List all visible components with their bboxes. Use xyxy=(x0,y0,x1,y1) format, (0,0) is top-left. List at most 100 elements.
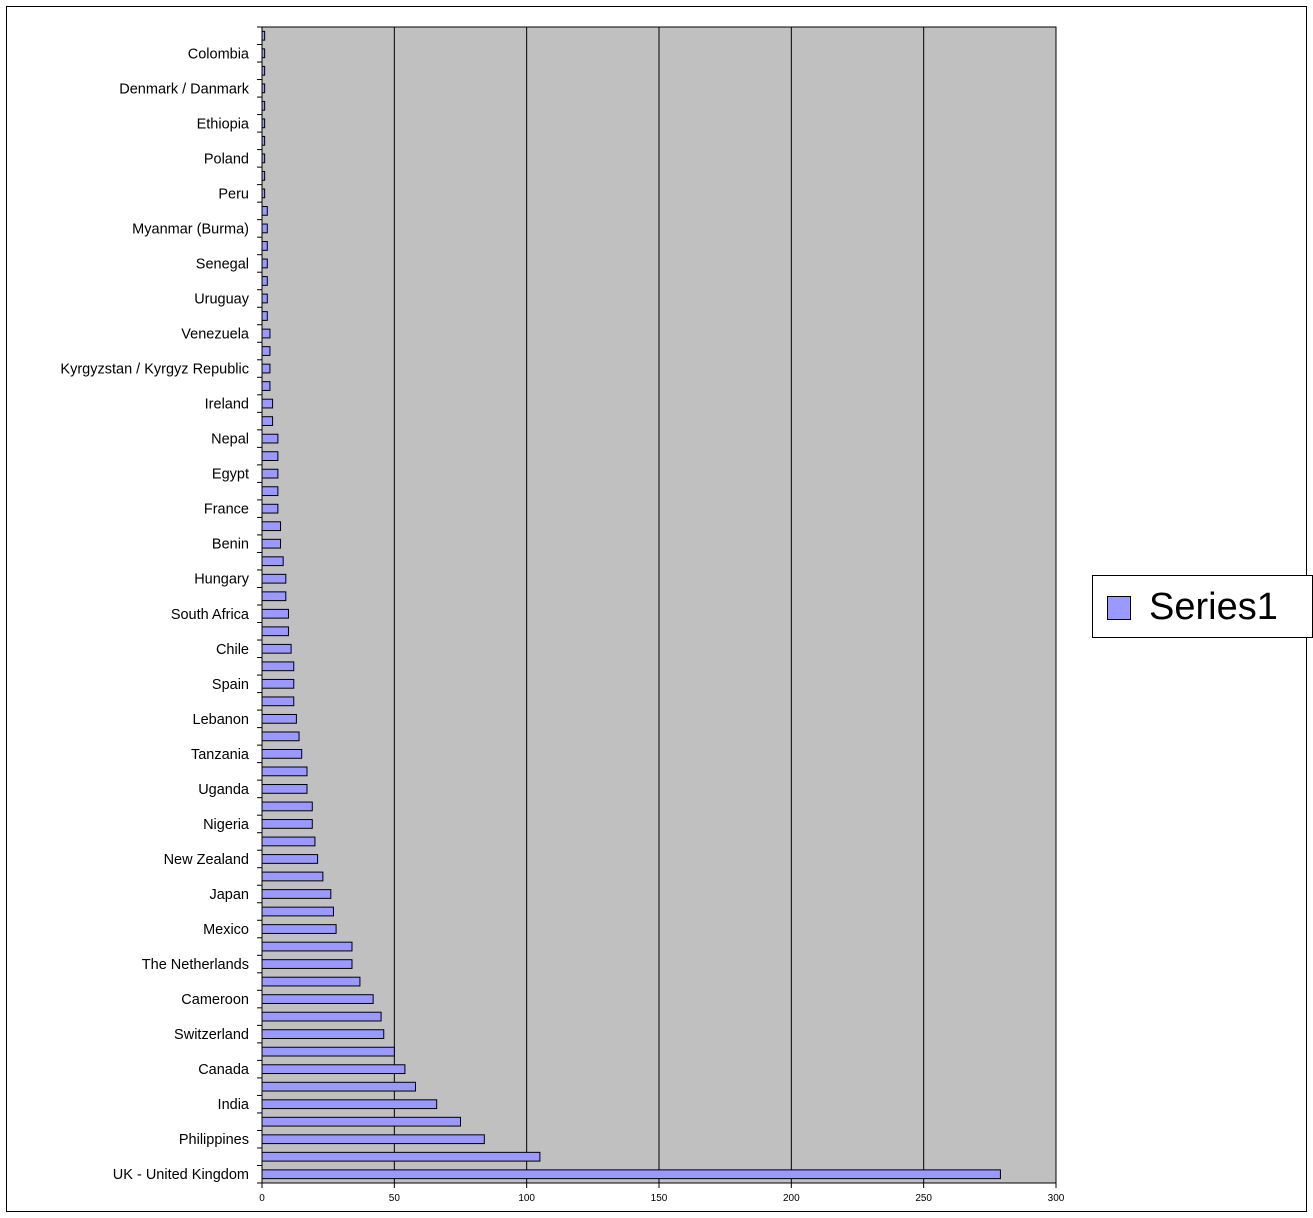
category-label: New Zealand xyxy=(164,852,249,868)
x-tick-label: 200 xyxy=(783,1193,800,1204)
bar xyxy=(261,678,295,689)
category-label: Chile xyxy=(216,642,249,658)
category-label: Egypt xyxy=(212,467,249,483)
bar xyxy=(261,749,303,759)
bar xyxy=(261,433,279,444)
x-tick-label: 0 xyxy=(259,1193,265,1204)
bar xyxy=(261,924,337,934)
legend-label: Series1 xyxy=(1149,586,1278,628)
category-label: Mexico xyxy=(203,922,249,938)
x-tick-label: 150 xyxy=(651,1193,668,1204)
bar xyxy=(261,346,271,356)
bar xyxy=(261,591,287,602)
bar xyxy=(261,1011,382,1022)
bar xyxy=(261,959,353,969)
bar xyxy=(261,819,313,829)
bar xyxy=(261,573,287,584)
category-label: Cameroon xyxy=(181,992,249,1008)
legend-swatch xyxy=(1107,596,1131,620)
chart-frame: UK - United Kingdom Philippines India Canad… xyxy=(6,6,1313,1212)
bar xyxy=(261,1116,461,1127)
bar xyxy=(261,766,308,777)
bar xyxy=(261,661,295,672)
bar xyxy=(261,258,268,269)
legend: Series1 xyxy=(1092,575,1313,638)
bar xyxy=(261,801,313,812)
bar xyxy=(261,381,271,391)
bar xyxy=(261,784,308,794)
bar xyxy=(261,608,289,619)
bar xyxy=(261,223,268,234)
bar xyxy=(261,293,268,304)
category-label: Tanzania xyxy=(191,747,250,763)
bar xyxy=(261,994,374,1004)
bar xyxy=(261,836,316,847)
bar xyxy=(261,643,292,654)
category-label: Myanmar (Burma) xyxy=(132,221,249,237)
x-tick-label: 250 xyxy=(915,1193,932,1204)
bar xyxy=(261,696,295,707)
category-label: Poland xyxy=(204,151,249,167)
bar xyxy=(261,889,332,899)
category-label: Ethiopia xyxy=(197,116,250,132)
category-label: Canada xyxy=(198,1062,250,1078)
category-label: Denmark / Danmark xyxy=(119,81,249,97)
bar xyxy=(261,311,268,321)
bar xyxy=(261,626,289,637)
category-label: Japan xyxy=(209,887,249,903)
bar xyxy=(261,416,274,426)
category-label: Peru xyxy=(218,186,249,202)
x-tick-label: 300 xyxy=(1048,1193,1065,1204)
category-label: Kyrgyzstan / Kyrgyz Republic xyxy=(60,362,249,378)
bar xyxy=(261,1151,541,1162)
x-tick-label: 100 xyxy=(518,1193,535,1204)
category-label: Spain xyxy=(212,677,249,693)
bar xyxy=(261,521,282,532)
bar xyxy=(261,906,334,917)
category-label: Colombia xyxy=(188,46,250,62)
bar xyxy=(261,1169,1001,1180)
category-label: Venezuela xyxy=(181,327,250,343)
category-label: Benin xyxy=(212,537,249,553)
bar xyxy=(261,1134,485,1145)
category-label: South Africa xyxy=(171,607,250,623)
category-label: India xyxy=(218,1097,250,1113)
category-label: The Netherlands xyxy=(142,957,249,973)
bar xyxy=(261,713,297,724)
category-label: France xyxy=(204,502,249,518)
bar xyxy=(261,468,279,479)
bar xyxy=(261,556,284,567)
bar xyxy=(261,328,271,339)
bar xyxy=(261,871,324,882)
bar xyxy=(261,1081,417,1092)
category-label: Nigeria xyxy=(203,817,250,833)
category-label: Ireland xyxy=(205,397,249,413)
bar xyxy=(261,241,268,251)
bar xyxy=(261,398,274,409)
bar xyxy=(261,941,353,952)
bar xyxy=(261,854,319,864)
bar xyxy=(261,363,271,374)
bar xyxy=(261,503,279,514)
category-label: Switzerland xyxy=(174,1027,249,1043)
category-label: Uruguay xyxy=(194,291,250,307)
x-tick-label: 50 xyxy=(389,1193,401,1204)
category-label: UK - United Kingdom xyxy=(113,1167,249,1183)
category-label: Senegal xyxy=(196,256,249,272)
bar xyxy=(261,731,300,742)
category-label: Lebanon xyxy=(193,712,249,728)
bar xyxy=(261,976,361,987)
bar xyxy=(261,1064,406,1075)
bar xyxy=(261,206,268,216)
bar xyxy=(261,486,279,497)
bar xyxy=(261,538,282,549)
bar xyxy=(261,1029,385,1040)
bar xyxy=(261,1046,395,1057)
bar xyxy=(261,1099,438,1110)
bar xyxy=(261,451,279,462)
bar-chart: UK - United Kingdom Philippines India Canad… xyxy=(60,26,1065,1204)
category-label: Uganda xyxy=(198,782,250,798)
bar xyxy=(261,276,268,286)
category-label: Hungary xyxy=(194,572,250,588)
category-label: Nepal xyxy=(211,432,249,448)
